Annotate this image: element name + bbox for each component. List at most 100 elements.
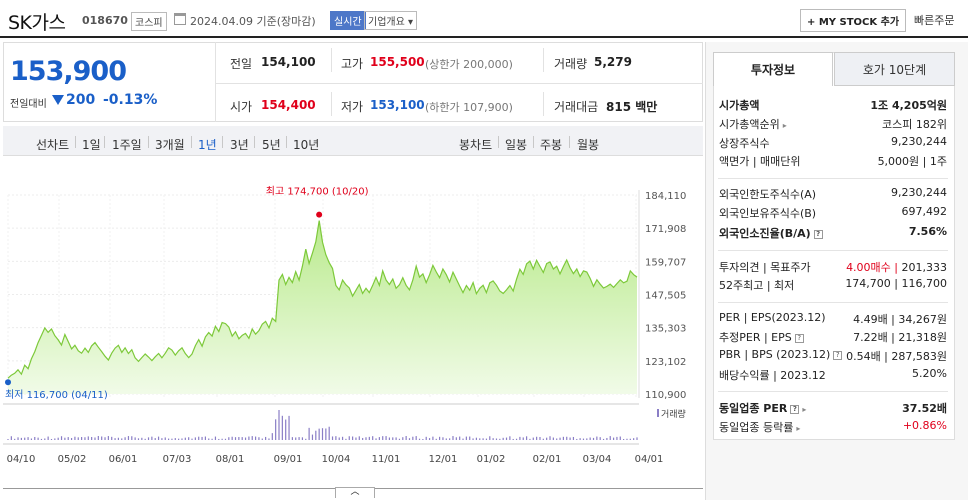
volume-bar xyxy=(522,437,524,440)
divider xyxy=(718,302,948,303)
chevron-right-icon: ▸ xyxy=(796,424,801,433)
info-label[interactable]: 외국인소진율(B/A)? xyxy=(719,225,823,241)
divider xyxy=(718,250,948,251)
info-value: 코스피 182위 xyxy=(882,118,947,131)
volume-bar xyxy=(606,437,608,440)
volume-bar xyxy=(127,436,130,440)
volume-bar xyxy=(114,438,116,440)
tab-order-book[interactable]: 호가 10단계 xyxy=(834,52,955,86)
info-label[interactable]: 동일업종 등락률 ▸ xyxy=(719,421,801,434)
change-percent: -0.13% xyxy=(103,92,158,108)
period-1w[interactable]: 1주일 xyxy=(112,138,142,152)
period-daily[interactable]: 일봉 xyxy=(505,138,528,152)
down-triangle-icon xyxy=(52,95,64,105)
volume-bar xyxy=(362,437,364,440)
volume-bar xyxy=(529,438,531,440)
as-of-date: 2024.04.09 기준(장마감) xyxy=(190,15,316,28)
info-label[interactable]: PBR | BPS (2023.12)? xyxy=(719,348,843,361)
info-label[interactable]: 시가총액순위 ▸ xyxy=(719,118,787,131)
volume-bar xyxy=(445,438,447,440)
corp-info-dropdown[interactable]: 기업개요 ▾ xyxy=(364,11,418,30)
volume-bar xyxy=(151,436,153,440)
help-icon[interactable]: ? xyxy=(794,333,804,343)
volume-bar xyxy=(402,437,404,440)
info-label: 액면가 | 매매단위 xyxy=(719,155,801,168)
volume-bar xyxy=(562,436,564,440)
volume-bar xyxy=(308,427,310,440)
volume-bar xyxy=(24,437,26,440)
volume-bar xyxy=(536,436,538,440)
period-weekly[interactable]: 주봉 xyxy=(540,138,563,152)
info-label[interactable]: 동일업종 PER? ▸ xyxy=(719,402,807,415)
volume-bar xyxy=(509,436,511,440)
amount-value: 815 백만 xyxy=(606,98,657,115)
volume-bar xyxy=(301,437,304,440)
volume-bar xyxy=(50,438,53,440)
volume-bar xyxy=(495,438,498,440)
period-1d[interactable]: 1일 xyxy=(82,138,101,152)
quick-order-button[interactable]: 빠른주문 xyxy=(914,14,955,27)
volume-bar xyxy=(328,426,330,440)
volume-bar xyxy=(224,438,227,440)
volume-bar xyxy=(388,437,391,440)
info-label: 배당수익률 | 2023.12 xyxy=(719,369,826,382)
price-line xyxy=(7,220,638,379)
volume-bar xyxy=(505,437,508,440)
period-10y[interactable]: 10년 xyxy=(293,138,320,152)
info-label: PER | EPS(2023.12) xyxy=(719,311,826,324)
divider xyxy=(543,92,544,116)
volume-bar xyxy=(131,436,133,440)
y-tick-label: 159,707 xyxy=(645,257,686,268)
volume-bar xyxy=(107,436,109,440)
volume-bar xyxy=(157,436,160,440)
volume-bar xyxy=(579,438,581,440)
help-icon[interactable]: ? xyxy=(790,404,800,414)
info-value: 9,230,244 xyxy=(891,135,947,148)
high-label: 고가 xyxy=(341,57,364,71)
period-3m[interactable]: 3개월 xyxy=(155,138,185,152)
volume-bar xyxy=(281,415,283,440)
info-value: 7.22배 | 21,318원 xyxy=(853,331,947,344)
y-tick-label: 147,505 xyxy=(645,291,686,302)
volume-bar xyxy=(167,438,170,440)
realtime-badge[interactable]: 실시간 xyxy=(330,11,366,30)
period-monthly[interactable]: 월봉 xyxy=(577,138,600,152)
help-icon[interactable]: ? xyxy=(813,229,823,239)
volume-bar xyxy=(97,436,99,440)
volume-bar xyxy=(87,436,89,440)
volume-bar xyxy=(385,436,387,440)
period-5y[interactable]: 5년 xyxy=(262,138,281,152)
volume-bar xyxy=(117,437,120,440)
period-1y[interactable]: 1년 xyxy=(198,138,217,152)
volume-bar xyxy=(238,436,240,440)
amount-unit: 백만 xyxy=(635,100,658,114)
info-label[interactable]: 추정PER | EPS? xyxy=(719,329,804,345)
chevron-up-icon[interactable]: ︿ xyxy=(335,487,375,498)
volume-bar xyxy=(164,437,166,440)
target-price: 201,333 xyxy=(901,261,948,274)
volume-bar xyxy=(178,438,180,440)
volume-bar xyxy=(338,437,340,440)
volume-bar xyxy=(111,436,113,440)
period-3y[interactable]: 3년 xyxy=(230,138,249,152)
x-tick-label: 06/01 xyxy=(109,454,138,465)
info-label: 외국인한도주식수(A) xyxy=(719,188,817,201)
volume-bar xyxy=(459,436,461,440)
help-icon[interactable]: ? xyxy=(833,350,843,360)
my-stock-add-button[interactable]: + MY STOCK 추가 xyxy=(800,9,907,32)
volume-bar xyxy=(288,415,290,440)
volume-bar xyxy=(609,436,611,440)
volume-bar xyxy=(44,438,46,440)
volume-bar xyxy=(285,419,287,440)
x-tick-label: 12/01 xyxy=(429,454,458,465)
x-tick-label: 08/01 xyxy=(216,454,245,465)
tab-investment-info[interactable]: 투자정보 xyxy=(713,52,833,86)
volume-bar xyxy=(134,437,136,440)
volume-bar xyxy=(439,436,441,440)
volume-bar xyxy=(251,436,253,440)
volume-bar xyxy=(221,438,223,440)
price-chart[interactable]: 184,110 171,908 159,707 147,505 135,303 123,1… xyxy=(0,170,703,470)
volume-bar xyxy=(525,436,528,440)
volume-bar xyxy=(218,438,220,440)
volume-bar xyxy=(492,438,494,440)
